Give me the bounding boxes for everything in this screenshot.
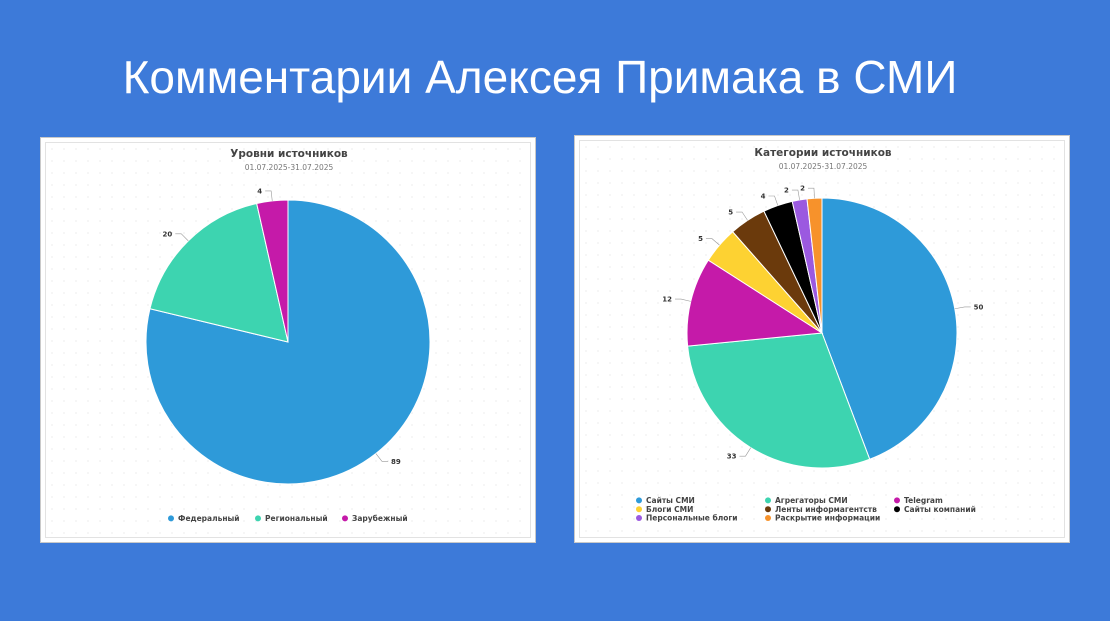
data-label-4: 5 bbox=[698, 235, 703, 243]
slide-title: Комментарии Алексея Примака в СМИ bbox=[122, 51, 958, 103]
label-connector bbox=[175, 233, 189, 242]
label-connector bbox=[807, 187, 815, 199]
legend-label: Сайты СМИ bbox=[646, 496, 695, 505]
pie-slice-3[interactable] bbox=[686, 259, 824, 347]
legend-label: Блоги СМИ bbox=[646, 505, 693, 514]
legend-label: Агрегаторы СМИ bbox=[775, 496, 848, 505]
data-label-5: 5 bbox=[728, 209, 733, 217]
label-connector bbox=[705, 238, 720, 246]
legend-item[interactable]: Блоги СМИ bbox=[636, 505, 693, 514]
data-label-3: 12 bbox=[662, 296, 672, 304]
chart-panel-categories: Категории источников 01.07.2025-31.07.20… bbox=[574, 135, 1070, 543]
chart-legend: Сайты СМИ Агрегаторы СМИ Telegram Блоги СМИ… bbox=[636, 496, 976, 523]
legend-label: Персональные блоги bbox=[646, 514, 738, 523]
label-connector bbox=[736, 211, 748, 221]
data-labels: 89 20 4 bbox=[163, 187, 401, 465]
legend-marker bbox=[636, 497, 642, 504]
legend-label: Региональный bbox=[265, 514, 328, 523]
pie-slice-3[interactable] bbox=[256, 199, 289, 343]
chart-legend: Федеральный Региональный Зарубежный bbox=[168, 514, 408, 523]
pie-chart-categories: Категории источников 01.07.2025-31.07.20… bbox=[636, 147, 984, 523]
legend-marker bbox=[765, 497, 771, 504]
data-label-7: 2 bbox=[784, 187, 789, 195]
legend-item[interactable]: Персональные блоги bbox=[636, 514, 738, 523]
legend-marker bbox=[636, 506, 642, 513]
legend-label: Раскрытие информации bbox=[775, 514, 880, 523]
chart-title: Категории источников bbox=[754, 147, 892, 159]
legend-marker bbox=[894, 497, 900, 504]
legend-marker bbox=[765, 515, 771, 521]
legend-item[interactable]: Telegram bbox=[894, 496, 943, 505]
legend-label: Сайты компаний bbox=[904, 505, 976, 514]
legend-marker bbox=[342, 515, 348, 522]
chart-subtitle: 01.07.2025-31.07.2025 bbox=[779, 162, 868, 171]
legend-marker bbox=[255, 515, 261, 522]
pie-slice-2[interactable] bbox=[687, 332, 871, 469]
data-label-1: 89 bbox=[391, 458, 401, 466]
legend-label: Зарубежный bbox=[352, 514, 408, 523]
legend-item[interactable]: Зарубежный bbox=[342, 514, 408, 523]
data-labels: 50 33 12 5 5 4 2 2 bbox=[662, 185, 983, 461]
legend-item[interactable]: Сайты компаний bbox=[894, 505, 976, 514]
legend-item[interactable]: Федеральный bbox=[168, 514, 240, 523]
legend-marker bbox=[636, 515, 642, 521]
legend-marker bbox=[765, 506, 771, 513]
legend-label: Telegram bbox=[904, 496, 943, 505]
chart-title: Уровни источников bbox=[230, 148, 348, 160]
chart-subtitle: 01.07.2025-31.07.2025 bbox=[245, 163, 334, 172]
data-label-3: 4 bbox=[257, 187, 262, 195]
label-connector bbox=[791, 189, 800, 200]
legend-item[interactable]: Раскрытие информации bbox=[765, 514, 880, 523]
label-connector bbox=[739, 447, 751, 457]
data-label-1: 50 bbox=[974, 303, 984, 311]
legend-marker bbox=[168, 515, 174, 522]
legend-item[interactable]: Сайты СМИ bbox=[636, 496, 695, 505]
legend-item[interactable]: Региональный bbox=[255, 514, 328, 523]
data-label-2: 20 bbox=[163, 230, 173, 238]
data-label-8: 2 bbox=[800, 185, 805, 193]
data-label-6: 4 bbox=[761, 192, 766, 200]
legend-label: Ленты информагентств bbox=[775, 505, 877, 514]
chart-panel-levels: Уровни источников 01.07.2025-31.07.2025 … bbox=[40, 137, 536, 543]
label-connector bbox=[265, 190, 273, 201]
label-connector bbox=[375, 453, 389, 462]
pie-slice-1[interactable] bbox=[821, 197, 958, 460]
legend-item[interactable]: Ленты информагентств bbox=[765, 505, 877, 514]
label-connector bbox=[768, 195, 779, 206]
legend-item[interactable]: Агрегаторы СМИ bbox=[765, 496, 848, 505]
pie-chart-levels: Уровни источников 01.07.2025-31.07.2025 … bbox=[145, 148, 431, 523]
label-connector bbox=[954, 306, 971, 310]
label-connector bbox=[675, 298, 691, 302]
legend-marker bbox=[894, 506, 900, 513]
data-label-2: 33 bbox=[727, 453, 737, 461]
pie-slice-2[interactable] bbox=[149, 202, 289, 343]
legend-label: Федеральный bbox=[178, 514, 240, 523]
